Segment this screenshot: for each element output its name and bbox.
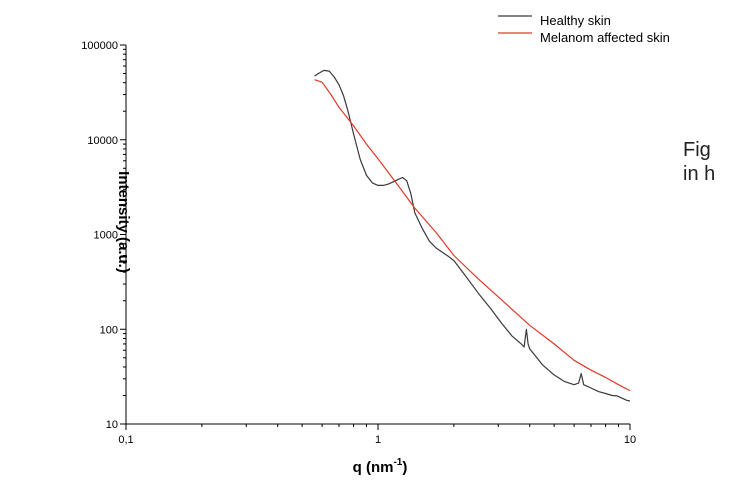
legend-label: Melanom affected skin (540, 30, 670, 45)
caption-line-2: in h (683, 163, 716, 185)
x-axis-title-end: ) (402, 459, 407, 476)
series-line-healthy-skin (314, 69, 631, 402)
series (314, 69, 631, 402)
x-tick-label: 1 (375, 434, 381, 446)
y-tick-label: 10000 (87, 135, 118, 147)
figure-caption: Fig in h (683, 138, 715, 186)
x-axis-title-main: q (nm (353, 459, 394, 476)
legend: Healthy skin Melanom affected skin (498, 13, 670, 45)
x-tick-label: 10 (624, 434, 636, 446)
x-axis-title-superscript: -1 (393, 457, 402, 468)
y-tick-label: 100000 (81, 40, 118, 52)
ticks: 0,1 1 10 10 100 1000 10000 100000 (81, 40, 636, 446)
caption-line-1: Fig (683, 139, 711, 161)
y-tick-label: 1000 (94, 230, 118, 242)
legend-label: Healthy skin (540, 13, 611, 28)
series-line-melanom-affected-skin (314, 79, 631, 392)
x-tick-label: 0,1 (118, 434, 133, 446)
y-axis-title: Intensity (a.u.) (115, 171, 132, 273)
x-axis-title: q (nm-1) (353, 457, 408, 476)
y-tick-label: 100 (100, 324, 118, 336)
axes (125, 45, 630, 425)
y-tick-label: 10 (106, 419, 118, 431)
